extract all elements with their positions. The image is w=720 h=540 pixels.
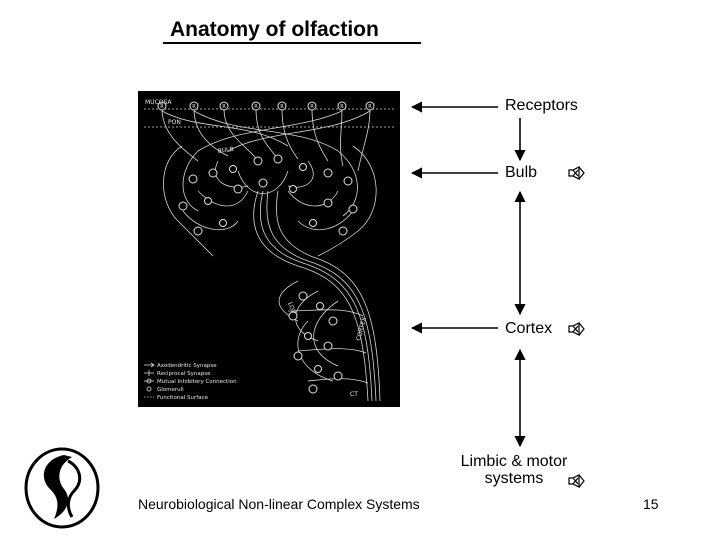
sound-icon[interactable] [568,322,585,336]
label-limbic-line1: Limbic & motor [460,453,568,470]
receptor-glyph: R [310,104,314,110]
legend-item: Mutual Inhibitory Connection [157,379,237,385]
legend-item: Functional Surface [157,395,209,401]
receptor-glyph: R [368,104,372,110]
diagram-label-mucosa: MUCOSA [145,99,172,106]
olfaction-diagram: R R R R R R R R MUCOSA PON BULB LOT CORT… [138,91,400,407]
legend-item: Glomeruli [157,387,184,393]
page-number: 15 [643,496,659,512]
title-underline [163,42,421,44]
receptor-glyph: R [222,104,226,110]
receptor-glyph: R [280,104,284,110]
footer-text: Neurobiological Non-linear Complex Syste… [138,496,420,512]
diagram-label-lot: LOT [286,301,297,315]
legend-item: Reciprocal Synapse [157,371,211,377]
receptor-glyph: R [192,104,196,110]
receptor-glyph: R [160,104,164,110]
university-logo [24,447,100,529]
label-limbic-line2: systems [484,470,544,487]
receptor-glyph: R [254,104,258,110]
diagram-label-pon: PON [168,119,181,126]
legend-item: Axodendritic Synapse [157,363,217,369]
label-receptors: Receptors [505,97,578,114]
sound-icon[interactable] [568,474,585,488]
slide-title: Anatomy of olfaction [170,18,379,41]
label-limbic-motor: Limbic & motor systems [450,453,578,487]
label-bulb: Bulb [505,164,538,181]
diagram-label-bulb: BULB [217,146,234,155]
sound-icon[interactable] [568,166,585,180]
diagram-label-ct: CT [350,391,358,398]
receptor-glyph: R [340,104,344,110]
label-cortex: Cortex [505,320,553,337]
